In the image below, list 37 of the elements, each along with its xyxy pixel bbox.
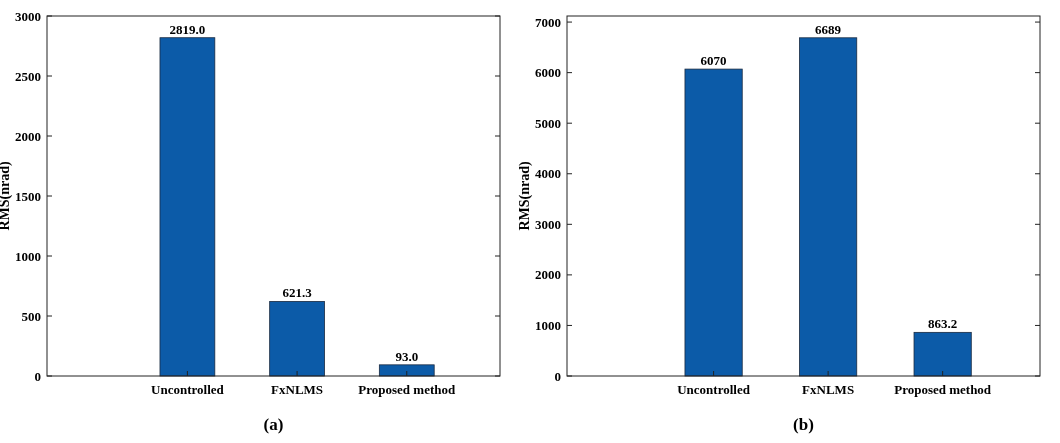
x-tick-label: Uncontrolled: [677, 382, 751, 397]
x-tick-label: FxNLMS: [802, 382, 855, 397]
bar: [684, 68, 743, 377]
data-label: 6689: [815, 21, 842, 37]
data-label: 2819.0: [169, 21, 206, 37]
bar: [799, 37, 858, 377]
y-tick-label: 5000: [535, 115, 561, 131]
y-tick-label: 2000: [15, 128, 41, 144]
text: (a): [263, 415, 284, 434]
text: (b): [793, 415, 814, 434]
y-tick-label: 0: [554, 368, 561, 384]
data-label: 621.3: [282, 285, 313, 301]
y-tick-label: 1000: [535, 317, 561, 333]
y-tick-label: 4000: [535, 166, 561, 182]
bar: [913, 331, 972, 377]
y-axis-title: RMS(nrad): [0, 161, 13, 231]
y-tick-label: 6000: [535, 65, 561, 81]
bar: [269, 301, 325, 377]
y-tick-label: 500: [21, 308, 41, 324]
data-label: 93.0: [395, 348, 419, 364]
x-tick-label: FxNLMS: [271, 382, 324, 397]
y-tick-label: 3000: [535, 216, 561, 232]
x-tick-label: Proposed method: [358, 382, 456, 397]
y-tick-label: 1500: [15, 188, 41, 204]
y-tick-label: 1000: [15, 248, 41, 264]
bar: [159, 37, 216, 377]
y-tick-label: 2500: [15, 68, 41, 84]
y-tick-label: 0: [34, 368, 41, 384]
y-tick-label: 7000: [535, 14, 561, 30]
y-tick-label: 2000: [535, 267, 561, 283]
y-axis-title: RMS(nrad): [517, 161, 533, 231]
x-tick-label: Uncontrolled: [151, 382, 225, 397]
x-tick-label: Proposed method: [894, 382, 992, 397]
data-label: 863.2: [928, 316, 958, 332]
bar: [378, 364, 435, 377]
y-tick-label: 3000: [15, 8, 41, 24]
data-label: 6070: [700, 53, 727, 69]
